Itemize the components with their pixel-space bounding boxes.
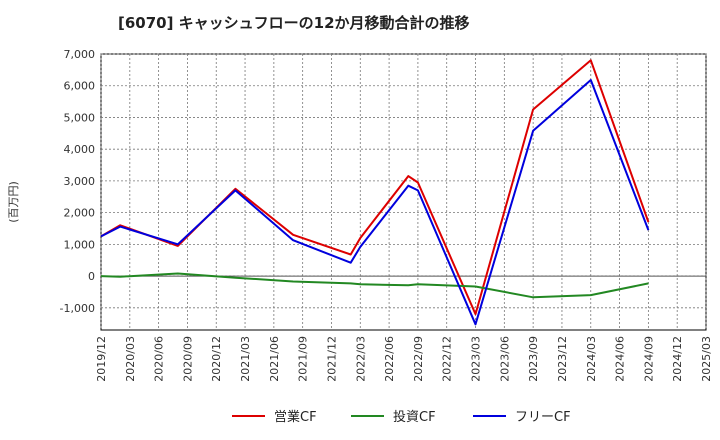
series-lines [100,59,650,326]
series-line [100,79,650,326]
legend-label: 投資CF [393,409,436,425]
x-tick-label: 2022/09 [412,336,425,382]
y-tick-label: 4,000 [64,143,96,156]
x-tick-label: 2021/12 [325,336,338,382]
x-tick-label: 2024/06 [614,336,627,382]
x-tick-label: 2020/12 [210,336,223,382]
y-tick-label: 5,000 [64,111,96,124]
x-tick-label: 2022/03 [354,336,367,382]
x-tick-label: 2021/09 [297,336,310,382]
x-tick-label: 2021/06 [268,336,281,382]
y-tick-label: 3,000 [64,175,96,188]
y-tick-label: 0 [88,270,95,283]
x-tick-label: 2024/03 [585,336,598,382]
x-tick-label: 2024/12 [671,336,684,382]
x-tick-label: 2025/03 [700,336,713,382]
x-tick-label: 2024/09 [642,336,655,382]
y-tick-label: 7,000 [64,48,96,61]
y-tick-label: 1,000 [64,238,96,251]
y-axis-label: (百万円) [7,181,20,223]
x-tick-label: 2020/09 [181,336,194,382]
x-tick-label: 2022/12 [441,336,454,382]
x-axis-ticks: 2019/12 2020/03 2020/06 2020/09 2020/12 2021/… [95,336,713,382]
x-tick-label: 2023/06 [498,336,511,382]
legend-label: フリーCF [515,410,571,425]
series-line [100,272,649,299]
x-tick-label: 2020/06 [153,336,166,382]
y-tick-label: -1,000 [60,302,95,315]
x-tick-label: 2020/03 [124,336,137,382]
x-tick-label: 2019/12 [95,336,108,382]
x-tick-label: 2023/03 [470,336,483,382]
chart-title: [6070] キャッシュフローの12か月移動合計の推移 [118,14,470,32]
legend-label: 営業CF [274,409,317,425]
y-axis-ticks: -1,000 0 1,000 2,000 3,000 4,000 5,000 6,000 7,0… [60,48,95,315]
legend: 営業CF 投資CF フリーCF [232,409,571,425]
x-tick-label: 2023/09 [527,336,540,382]
x-tick-label: 2022/06 [383,336,396,382]
x-tick-label: 2021/03 [239,336,252,382]
x-tick-label: 2023/12 [556,336,569,382]
series-line [100,59,650,316]
y-tick-label: 6,000 [64,80,96,93]
y-tick-label: 2,000 [64,207,96,220]
